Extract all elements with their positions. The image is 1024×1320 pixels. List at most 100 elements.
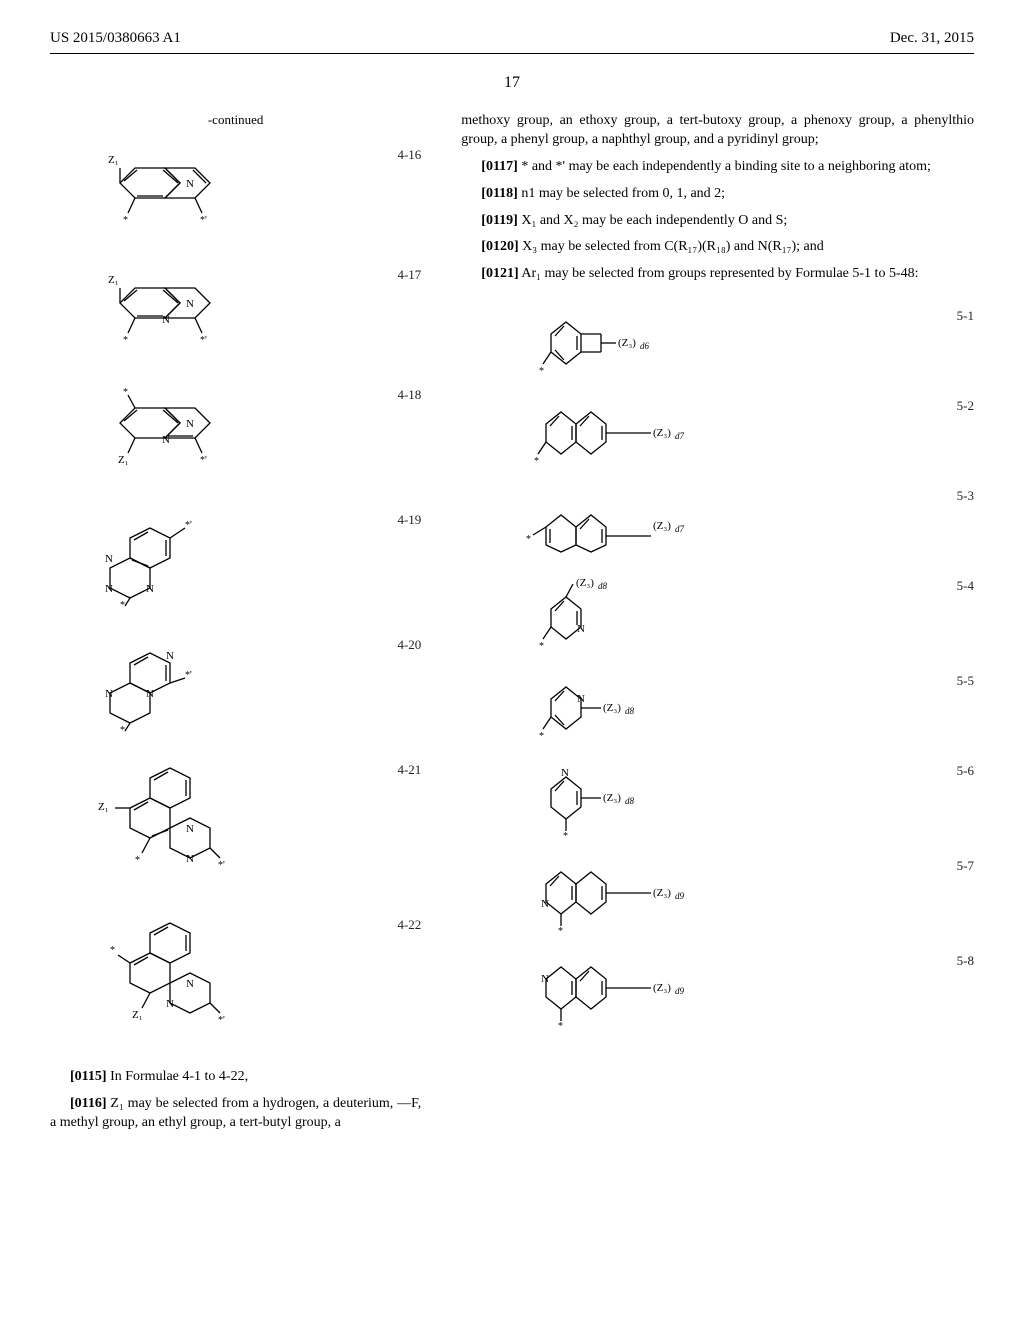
formula-label: 5-6: [957, 759, 974, 779]
structure-5-7: N (Z₃) d9 * 5-7: [461, 854, 974, 934]
header-rule: [50, 53, 974, 54]
svg-text:(Z₃): (Z₃): [653, 887, 671, 899]
svg-text:d8: d8: [625, 796, 635, 806]
svg-text:*': *': [185, 670, 192, 681]
para-num: [0119]: [481, 213, 518, 228]
svg-text:*': *': [200, 455, 207, 466]
svg-text:N: N: [105, 688, 113, 700]
svg-text:N: N: [186, 853, 194, 865]
svg-text:d6: d6: [640, 341, 650, 351]
page-number: 17: [50, 74, 974, 92]
svg-text:Z₁: Z₁: [132, 1009, 143, 1021]
para-num: [0120]: [481, 239, 518, 254]
svg-text:N: N: [541, 973, 549, 985]
svg-text:d9: d9: [675, 986, 685, 996]
svg-text:N: N: [577, 693, 585, 705]
svg-text:*: *: [526, 534, 531, 545]
svg-text:(Z₃): (Z₃): [653, 427, 671, 439]
svg-text:*: *: [563, 831, 568, 839]
paragraph-0118: [0118] n1 may be selected from 0, 1, and…: [461, 185, 974, 204]
formula-label: 4-22: [397, 913, 421, 933]
svg-text:N: N: [146, 583, 154, 595]
continued-label: -continued: [50, 112, 421, 128]
svg-text:d8: d8: [625, 706, 635, 716]
svg-text:N: N: [105, 583, 113, 595]
svg-text:N: N: [146, 688, 154, 700]
svg-text:*: *: [539, 641, 544, 652]
svg-text:Z₁: Z₁: [108, 274, 119, 286]
formula-label: 5-1: [957, 304, 974, 324]
paragraph-0119: [0119] X₁ and X₂ may be each independent…: [461, 212, 974, 231]
chem-structure: N N N *' *: [50, 508, 397, 608]
svg-text:*': *': [200, 215, 207, 226]
svg-text:*': *': [218, 860, 225, 871]
chem-structure: N (Z₃) d9 *: [461, 949, 956, 1029]
svg-text:d9: d9: [675, 891, 685, 901]
chem-structure: N Z₁ * *': [50, 143, 397, 238]
svg-text:*: *: [539, 731, 544, 742]
structure-4-16: N Z₁ * *' 4-16: [50, 143, 421, 238]
svg-text:d8: d8: [598, 581, 608, 591]
chem-structure: N N Z₁ * *': [50, 758, 397, 888]
para-text: X₁ and X₂ may be each independently O an…: [521, 213, 787, 228]
svg-text:*: *: [558, 926, 563, 934]
para-text: n1 may be selected from 0, 1, and 2;: [521, 186, 725, 201]
svg-text:(Z₃): (Z₃): [603, 792, 621, 804]
formula-label: 5-4: [957, 574, 974, 594]
svg-text:(Z₃): (Z₃): [618, 337, 636, 349]
paragraph-0115: [0115] In Formulae 4-1 to 4-22,: [50, 1068, 421, 1087]
svg-text:(Z₃): (Z₃): [653, 982, 671, 994]
formula-label: 5-3: [957, 484, 974, 504]
svg-text:N: N: [541, 898, 549, 910]
svg-text:*': *': [200, 335, 207, 346]
svg-text:(Z₃): (Z₃): [653, 520, 671, 532]
publication-number: US 2015/0380663 A1: [50, 30, 181, 47]
structure-5-2: (Z₃) d7 * 5-2: [461, 394, 974, 469]
chem-structure: N (Z₃) d8 *: [461, 669, 956, 744]
svg-text:d7: d7: [675, 431, 685, 441]
para-num: [0117]: [481, 159, 518, 174]
svg-text:N: N: [186, 178, 194, 190]
paragraph-0116: [0116] Z₁ may be selected from a hydroge…: [50, 1095, 421, 1133]
structure-5-3: (Z₃) d7 * 5-3: [461, 484, 974, 559]
para-text: X₃ may be selected from C(R₁₇)(R₁₈) and …: [522, 239, 824, 254]
structure-5-5: N (Z₃) d8 * 5-5: [461, 669, 974, 744]
svg-text:N: N: [162, 314, 170, 326]
svg-text:*': *': [185, 520, 192, 531]
svg-text:*: *: [120, 600, 125, 608]
svg-text:N: N: [186, 978, 194, 990]
svg-text:*: *: [539, 366, 544, 377]
chem-structure: (Z₃) d7 *: [461, 487, 956, 557]
svg-text:N: N: [105, 553, 113, 565]
structure-5-6: N (Z₃) d8 * 5-6: [461, 759, 974, 839]
svg-text:*: *: [120, 725, 125, 733]
formula-label: 4-17: [397, 263, 421, 283]
para-num: [0118]: [481, 186, 518, 201]
structure-4-19: N N N *' * 4-19: [50, 508, 421, 608]
formula-label: 5-5: [957, 669, 974, 689]
svg-text:N: N: [166, 998, 174, 1010]
paragraph-continuation: methoxy group, an ethoxy group, a tert-b…: [461, 112, 974, 150]
structure-5-4: N (Z₃) d8 * 5-4: [461, 574, 974, 654]
chem-structure: N N * Z₁ *': [50, 913, 397, 1043]
formula-label: 4-21: [397, 758, 421, 778]
svg-text:*: *: [110, 945, 115, 956]
svg-text:*': *': [218, 1015, 225, 1026]
structure-4-18: N N * Z₁ *' 4-18: [50, 383, 421, 483]
para-num: [0121]: [481, 266, 518, 281]
para-num: [0115]: [70, 1069, 107, 1084]
svg-text:N: N: [166, 650, 174, 662]
paragraph-0120: [0120] X₃ may be selected from C(R₁₇)(R₁…: [461, 238, 974, 257]
svg-text:Z₁: Z₁: [98, 801, 109, 813]
right-column: methoxy group, an ethoxy group, a tert-b…: [461, 112, 974, 1141]
svg-text:*: *: [534, 456, 539, 467]
svg-text:N: N: [162, 434, 170, 446]
svg-text:(Z₃): (Z₃): [603, 702, 621, 714]
svg-text:N: N: [186, 823, 194, 835]
chem-structure: N (Z₃) d8 *: [461, 759, 956, 839]
svg-text:(Z₃): (Z₃): [576, 577, 594, 589]
chem-structure: (Z₃) d7 *: [461, 394, 956, 469]
para-num: [0116]: [70, 1096, 107, 1111]
para-text: * and *' may be each independently a bin…: [521, 159, 931, 174]
svg-text:N: N: [186, 298, 194, 310]
